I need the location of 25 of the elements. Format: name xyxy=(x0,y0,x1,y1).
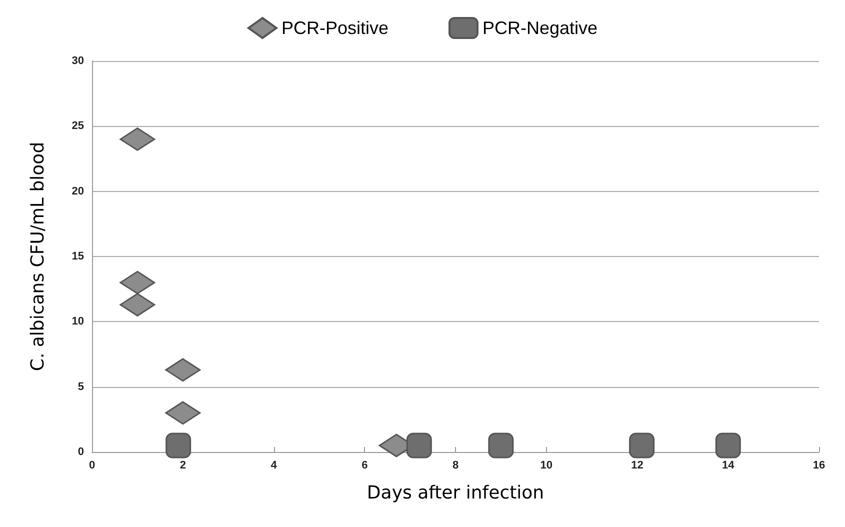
y-tick-label: 20 xyxy=(72,185,84,198)
point xyxy=(406,432,432,458)
x-tick-label: 10 xyxy=(540,460,552,472)
legend-label: PCR-Positive xyxy=(281,18,388,38)
x-tick-label: 4 xyxy=(270,460,278,472)
y-tick-label: 25 xyxy=(72,120,84,132)
x-tick-label: 2 xyxy=(180,460,186,472)
x-tick-label: 8 xyxy=(452,460,459,472)
x-axis-title: Days after infection xyxy=(366,482,544,504)
y-tick-label: 5 xyxy=(78,380,84,393)
point xyxy=(629,432,655,458)
point xyxy=(715,432,741,458)
x-tick-label: 14 xyxy=(722,460,736,472)
y-tick-label: 15 xyxy=(72,250,84,262)
x-tick-label: 12 xyxy=(631,460,644,472)
y-tick-label: 10 xyxy=(72,316,84,328)
legend-label: PCR-Negative xyxy=(482,18,598,38)
point xyxy=(166,432,192,458)
x-tick-label: 0 xyxy=(88,460,96,472)
y-tick-label: 30 xyxy=(72,55,84,67)
y-axis-title: C. albicans CFU/mL blood xyxy=(28,142,48,372)
x-tick-label: 6 xyxy=(362,460,368,472)
point xyxy=(488,432,514,458)
y-tick-label: 0 xyxy=(78,446,84,458)
x-tick-label: 16 xyxy=(812,460,826,472)
